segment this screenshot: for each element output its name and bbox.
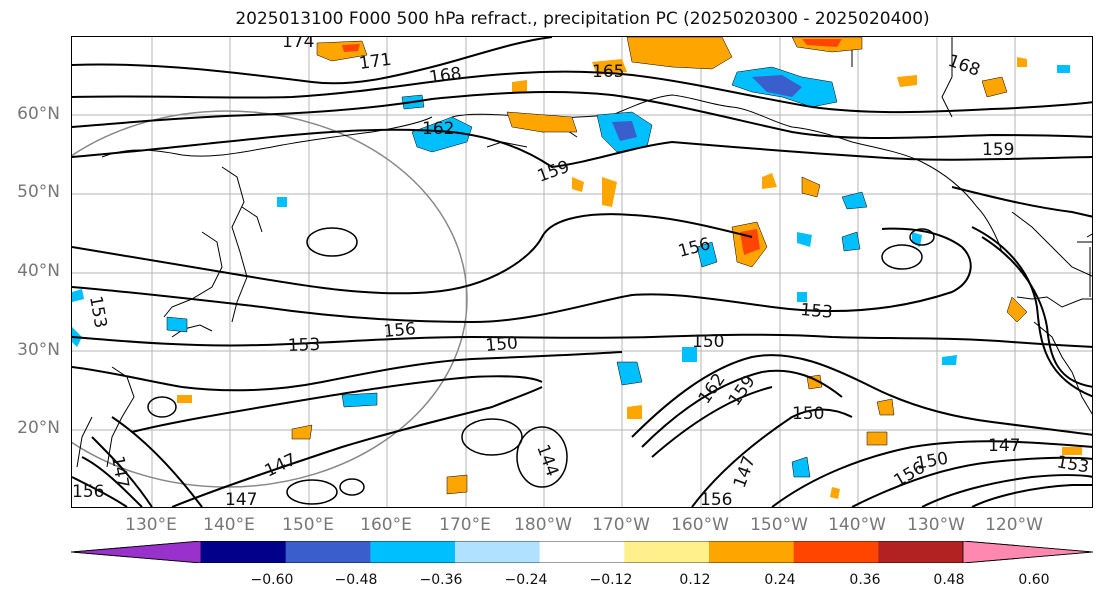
contour-label: 150 (692, 332, 724, 352)
contour-label: 159 (725, 372, 760, 410)
colorbar-segment (624, 541, 710, 563)
lat-label-60n: 60°N (17, 104, 60, 124)
contour-label: 156 (383, 319, 417, 342)
contour-label: 159 (982, 140, 1014, 160)
contour-label: 150 (485, 333, 519, 356)
minor-contours (147, 227, 935, 505)
lon-label-150w: 150°W (750, 515, 808, 535)
contour-label: 150 (792, 404, 824, 424)
contour-label: 153 (1055, 452, 1090, 477)
lon-label-160w: 160°W (671, 515, 729, 535)
lat-label-50n: 50°N (17, 182, 60, 202)
contour-label: 162 (422, 119, 454, 139)
colorbar-tick-label: 0.60 (1018, 572, 1050, 588)
contour-label: 156 (72, 482, 104, 502)
map-canvas: 174 171 168 165 162 159 156 153 150 147 … (72, 37, 1092, 508)
lon-label-170e: 170°E (439, 515, 491, 535)
colorbar-svg (70, 540, 1094, 564)
coastlines (76, 37, 1092, 468)
colorbar-tick-label: −0.48 (334, 572, 378, 588)
colorbar-segment (878, 541, 964, 563)
contour-label: 147 (988, 436, 1020, 456)
lon-label-120w: 120°W (985, 515, 1043, 535)
colorbar-segment (539, 541, 625, 563)
contour-label: 153 (800, 300, 834, 323)
colorbar (70, 540, 1094, 564)
contour-label: 174 (282, 37, 314, 52)
lat-label-20n: 20°N (17, 418, 60, 438)
lat-label-40n: 40°N (17, 261, 60, 281)
contour-label: 153 (85, 294, 110, 329)
lon-label-130e: 130°E (125, 515, 177, 535)
contour-label: 168 (428, 64, 463, 88)
colorbar-segment (201, 541, 287, 563)
contour-label: 171 (358, 50, 393, 74)
map-title: 2025013100 F000 500 hPa refract., precip… (235, 9, 930, 29)
contour-label: 147 (225, 490, 257, 508)
colorbar-tick-label: −0.24 (504, 572, 548, 588)
colorbar-tick-label: 0.24 (764, 572, 796, 588)
colorbar-segment (455, 541, 541, 563)
contour-label: 156 (700, 490, 732, 508)
lon-label-140w: 140°W (828, 515, 886, 535)
colorbar-extend-max (962, 540, 1094, 564)
lon-label-160e: 160°E (360, 515, 412, 535)
contour-label: 159 (535, 157, 572, 187)
contour-label: 168 (945, 51, 982, 81)
lon-label-140e: 140°E (203, 515, 255, 535)
contour-label: 144 (532, 442, 562, 479)
lon-label-150e: 150°E (282, 515, 334, 535)
colorbar-tick-label: −0.36 (419, 572, 463, 588)
contour-label: 165 (592, 62, 624, 82)
lat-label-30n: 30°N (17, 340, 60, 360)
colorbar-tick-label: −0.12 (589, 572, 633, 588)
colorbar-segment (285, 541, 371, 563)
contour-label: 147 (107, 454, 132, 489)
lon-label-180w: 180°W (514, 515, 572, 535)
contour-label: 147 (262, 450, 300, 482)
colorbar-segment (370, 541, 456, 563)
contour-label: 147 (730, 453, 760, 490)
colorbar-segment (709, 541, 795, 563)
colorbar-segment (793, 541, 879, 563)
lon-label-130w: 130°W (907, 515, 965, 535)
map-panel[interactable]: 174 171 168 165 162 159 156 153 150 147 … (71, 36, 1093, 508)
colorbar-tick-label: 0.48 (933, 572, 965, 588)
colorbar-tick-label: 0.12 (679, 572, 711, 588)
contour-label: 153 (287, 335, 320, 356)
colorbar-tick-label: 0.36 (849, 572, 881, 588)
colorbar-tick-label: −0.60 (250, 572, 294, 588)
lon-label-170w: 170°W (592, 515, 650, 535)
contour-label: 162 (695, 370, 730, 408)
colorbar-extend-min (70, 540, 202, 564)
shaded-anomalies (72, 37, 1082, 499)
refractivity-contours (72, 37, 1092, 507)
